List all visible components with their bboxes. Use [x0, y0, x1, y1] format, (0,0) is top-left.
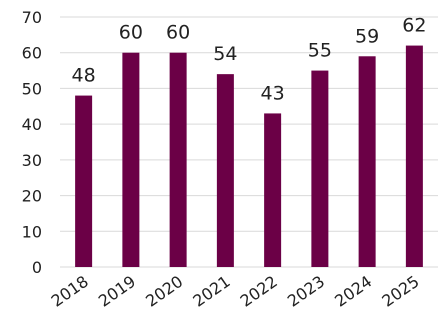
x-tick-label-2025: 2025 — [378, 272, 422, 311]
x-tick-label-2022: 2022 — [237, 272, 281, 311]
x-tick-label-2019: 2019 — [95, 272, 139, 311]
gridlines — [60, 16, 438, 268]
y-tick-label: 0 — [32, 258, 42, 277]
x-tick-label-2024: 2024 — [331, 272, 375, 311]
data-labels: 48 60 60 54 43 55 59 62 — [72, 15, 427, 105]
bar-2020 — [169, 52, 187, 267]
data-label-2024: 59 — [355, 25, 379, 47]
y-tick-label: 50 — [22, 79, 42, 98]
y-tick-label: 30 — [22, 151, 42, 170]
y-tick-label: 60 — [22, 44, 42, 63]
bar-2019 — [122, 52, 140, 267]
x-tick-label-2021: 2021 — [189, 272, 233, 311]
y-tick-label: 70 — [22, 8, 42, 27]
bar-2021 — [216, 74, 234, 268]
y-tick-label: 40 — [22, 115, 42, 134]
data-label-2023: 55 — [308, 40, 332, 62]
bar-2024 — [358, 56, 376, 268]
bar-2025 — [405, 45, 423, 268]
data-label-2019: 60 — [119, 22, 143, 44]
x-axis: 2018 2019 2020 2021 2022 2023 2024 2025 — [48, 272, 423, 311]
bar-2018 — [75, 95, 93, 267]
x-tick-label-2018: 2018 — [48, 272, 92, 311]
bar-2022 — [264, 113, 282, 267]
x-tick-label-2023: 2023 — [284, 272, 328, 311]
data-label-2020: 60 — [166, 22, 190, 44]
data-label-2021: 54 — [213, 43, 237, 65]
y-tick-label: 20 — [22, 187, 42, 206]
data-label-2025: 62 — [402, 15, 426, 37]
bars — [75, 45, 423, 268]
y-axis: 0 10 20 30 40 50 60 70 — [22, 8, 42, 277]
y-tick-label: 10 — [22, 222, 42, 241]
bar-2023 — [311, 70, 329, 267]
data-label-2018: 48 — [72, 65, 96, 87]
data-label-2022: 43 — [261, 82, 285, 104]
x-tick-label-2020: 2020 — [142, 272, 186, 311]
